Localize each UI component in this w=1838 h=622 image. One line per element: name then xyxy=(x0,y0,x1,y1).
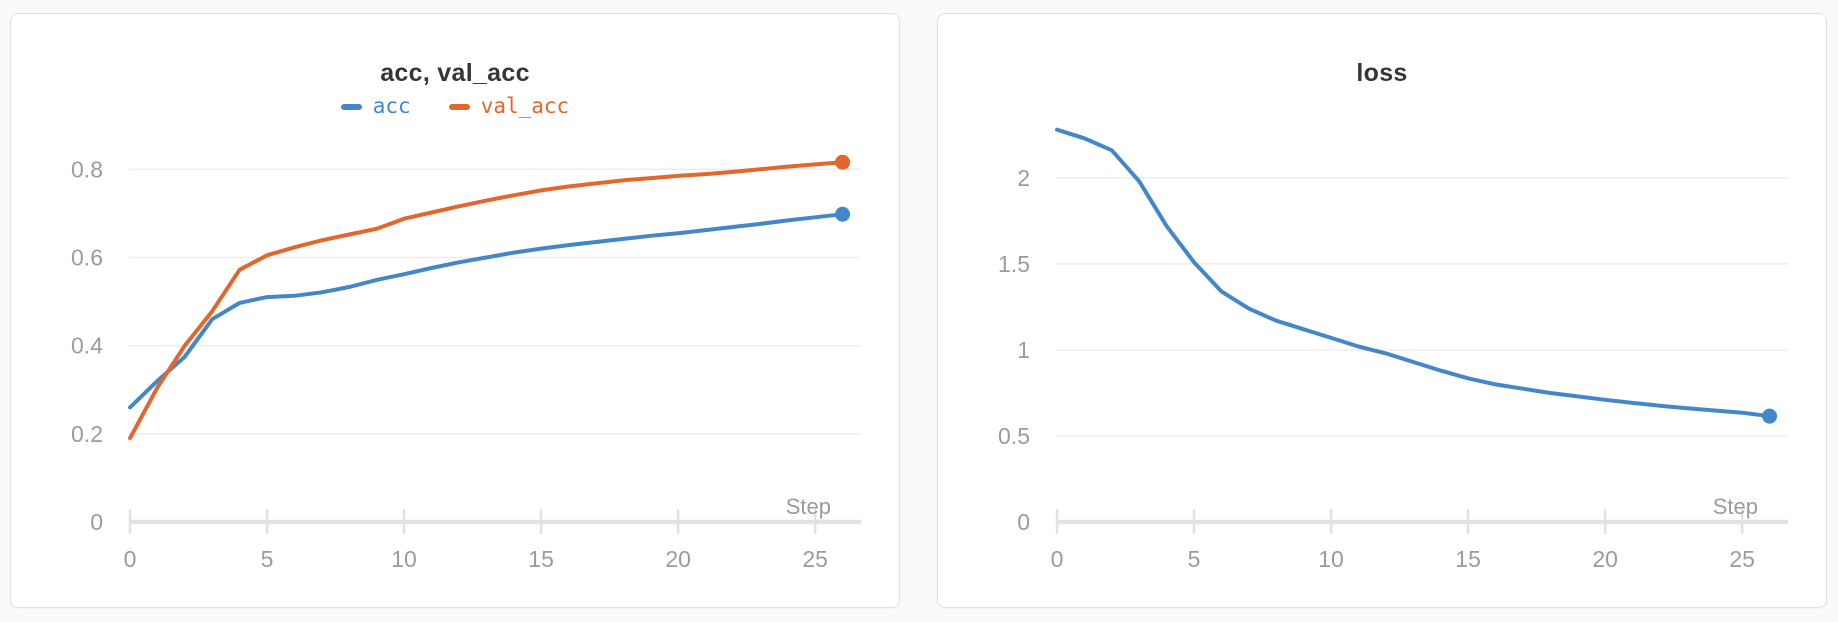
y-tick-label-2: 2 xyxy=(1017,165,1030,191)
chart-legend-acc-valacc: acc val_acc xyxy=(11,96,899,117)
series-line-val_acc xyxy=(128,160,845,441)
y-tick-label-0.2: 0.2 xyxy=(71,421,103,447)
legend-swatch-val_acc xyxy=(448,103,470,110)
y-tick-label-0.6: 0.6 xyxy=(71,244,103,270)
x-tick-label-5: 5 xyxy=(261,546,274,572)
y-tick-label-1: 1 xyxy=(1017,337,1030,363)
series-end-dot-loss xyxy=(1762,408,1778,424)
x-tick-label-25: 25 xyxy=(1729,546,1755,572)
chart-panel-loss: loss 0 0.5 1 1.5 2 0 5 10 15 20 25 Step xyxy=(937,13,1827,608)
legend-label-acc: acc xyxy=(372,94,411,118)
x-tick-label-20: 20 xyxy=(665,546,691,572)
series-end-dot-val_acc xyxy=(835,154,851,170)
legend-entry-val_acc[interactable]: val_acc xyxy=(448,94,570,118)
y-tick-label-0.4: 0.4 xyxy=(71,333,103,359)
x-tick-label-25: 25 xyxy=(802,546,828,572)
legend-entry-acc[interactable]: acc xyxy=(340,94,411,118)
y-tick-label-0: 0 xyxy=(1017,509,1030,535)
x-tick-label-0: 0 xyxy=(124,546,137,572)
x-tick-label-15: 15 xyxy=(528,546,554,572)
series-line-acc xyxy=(128,212,845,410)
x-axis-title: Step xyxy=(1713,494,1758,519)
chart-panel-acc-valacc: acc, val_acc acc val_acc 0 0.2 0.4 0.6 0.8 0 5 1… xyxy=(10,13,900,608)
series-line-loss xyxy=(1055,127,1772,419)
legend-label-val_acc: val_acc xyxy=(480,94,570,118)
x-tick-label-10: 10 xyxy=(1318,546,1344,572)
x-tick-label-5: 5 xyxy=(1188,546,1201,572)
y-tick-label-1.5: 1.5 xyxy=(998,251,1030,277)
y-tick-label-0.8: 0.8 xyxy=(71,156,103,182)
legend-swatch-acc xyxy=(340,103,362,110)
y-tick-label-0.5: 0.5 xyxy=(998,423,1030,449)
acc-valacc-chart-canvas[interactable]: 0 0.2 0.4 0.6 0.8 0 5 10 15 20 25 Step xyxy=(11,14,899,607)
chart-title-acc-valacc: acc, val_acc xyxy=(380,59,530,87)
y-tick-label-0: 0 xyxy=(90,509,103,535)
series-end-dot-acc xyxy=(835,206,851,222)
x-tick-label-15: 15 xyxy=(1455,546,1481,572)
x-tick-label-10: 10 xyxy=(391,546,417,572)
x-tick-label-0: 0 xyxy=(1051,546,1064,572)
x-axis-title: Step xyxy=(786,494,831,519)
x-tick-label-20: 20 xyxy=(1592,546,1618,572)
chart-title-loss: loss xyxy=(1356,59,1408,87)
